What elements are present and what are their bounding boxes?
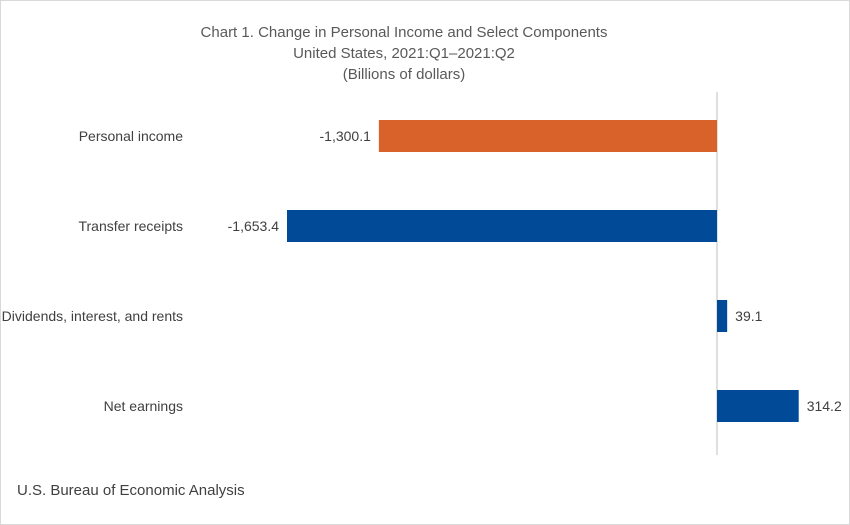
category-label: Net earnings bbox=[104, 398, 183, 414]
chart-units: (Billions of dollars) bbox=[342, 66, 466, 83]
chart-title: Chart 1. Change in Personal Income and S… bbox=[200, 24, 608, 41]
chart-subtitle: United States, 2021:Q1–2021:Q2 bbox=[293, 45, 515, 62]
data-label: -1,300.1 bbox=[320, 128, 372, 144]
data-label: -1,653.4 bbox=[228, 218, 280, 234]
data-label: 314.2 bbox=[807, 398, 842, 414]
bar bbox=[717, 300, 728, 332]
source-note: U.S. Bureau of Economic Analysis bbox=[17, 482, 245, 499]
chart-title-block: Chart 1. Change in Personal Income and S… bbox=[0, 22, 808, 85]
category-label: Transfer receipts bbox=[78, 218, 183, 234]
category-label: Personal income bbox=[79, 128, 183, 144]
bar bbox=[717, 390, 799, 422]
bar bbox=[378, 120, 717, 152]
data-label: 39.1 bbox=[735, 308, 762, 324]
category-label: Dividends, interest, and rents bbox=[2, 308, 183, 324]
bar bbox=[287, 210, 717, 242]
